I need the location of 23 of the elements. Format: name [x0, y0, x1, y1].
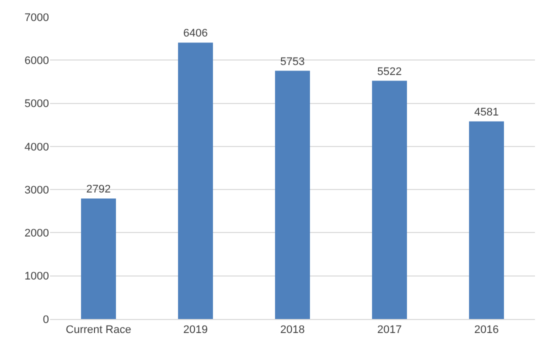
- bar: [469, 121, 504, 319]
- data-label: 4581: [474, 106, 499, 118]
- x-tick-label: Current Race: [66, 324, 132, 336]
- x-tick-label: 2018: [280, 324, 305, 336]
- data-label: 2792: [86, 184, 111, 196]
- y-tick-label: 7000: [24, 12, 49, 24]
- y-tick-label: 5000: [24, 98, 49, 110]
- y-tick-label: 2000: [24, 228, 49, 240]
- bar: [275, 70, 310, 319]
- x-tick-label: 2017: [377, 324, 402, 336]
- y-tick-label: 0: [42, 314, 49, 326]
- x-tick-label: 2016: [474, 324, 499, 336]
- bar: [81, 198, 116, 319]
- bar: [178, 42, 213, 319]
- data-label: 6406: [183, 28, 208, 40]
- data-label: 5753: [280, 56, 305, 68]
- y-tick-label: 6000: [24, 54, 49, 67]
- data-label: 5522: [377, 66, 402, 78]
- x-tick-label: 2019: [183, 324, 208, 336]
- y-tick-label: 3000: [24, 184, 49, 196]
- bar: [372, 80, 407, 319]
- y-tick-label: 1000: [24, 270, 49, 283]
- y-tick-label: 4000: [24, 141, 49, 154]
